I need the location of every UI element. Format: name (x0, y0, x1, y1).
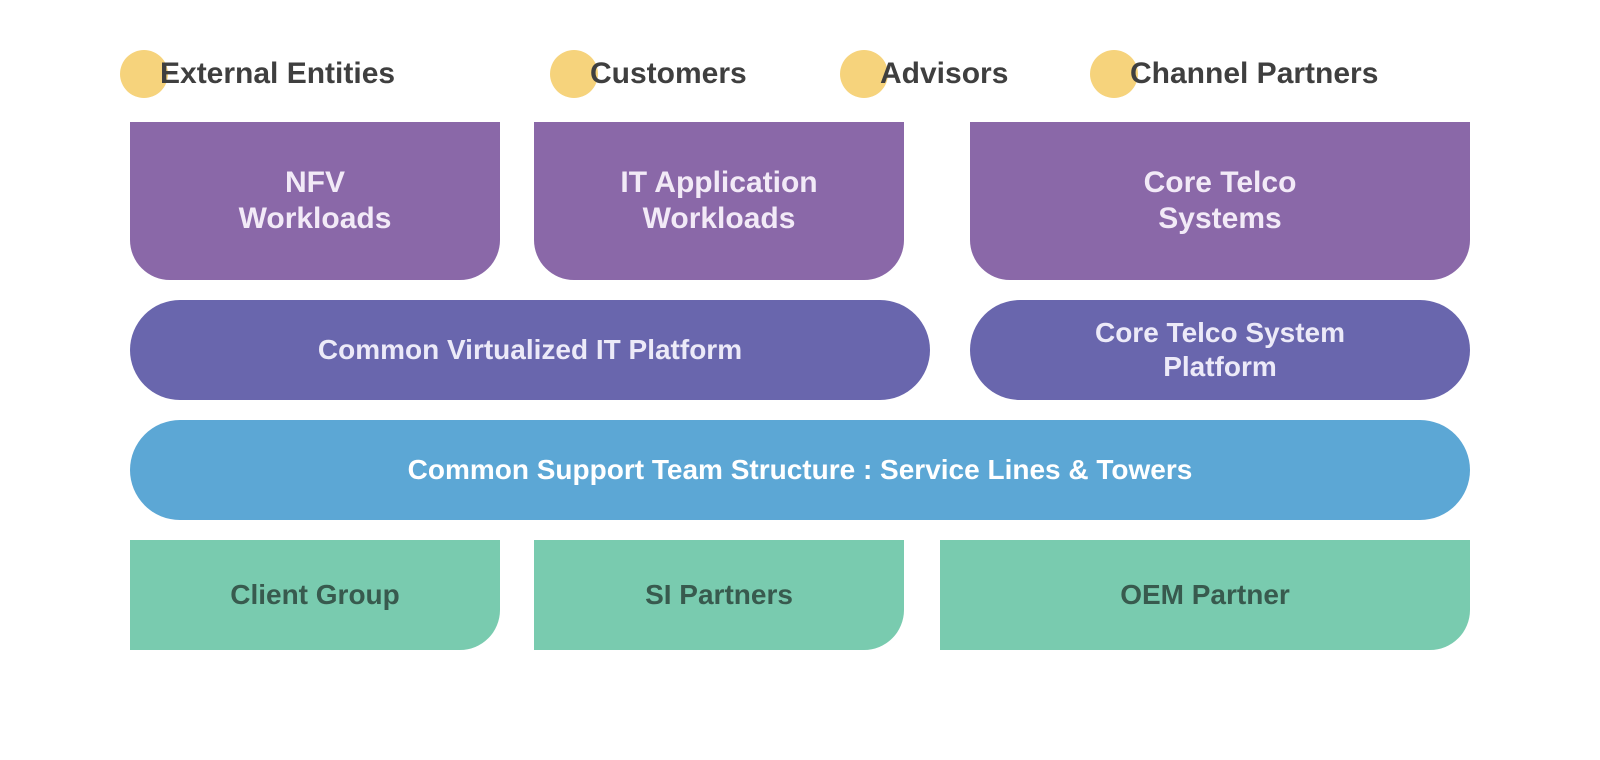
block-oem-partner: OEM Partner (940, 540, 1470, 650)
header-advisors: Advisors (840, 50, 1008, 98)
header-channel-partners: Channel Partners (1090, 50, 1378, 98)
block-common-virtualized-platform: Common Virtualized IT Platform (130, 300, 930, 400)
block-core-telco-platform: Core Telco SystemPlatform (970, 300, 1470, 400)
header-label: Channel Partners (1130, 57, 1378, 91)
architecture-diagram: External Entities Customers Advisors Cha… (0, 0, 1600, 760)
block-common-support: Common Support Team Structure : Service … (130, 420, 1470, 520)
header-external-entities: External Entities (120, 50, 395, 98)
block-client-group: Client Group (130, 540, 500, 650)
header-label: Customers (590, 57, 747, 91)
header-label: Advisors (880, 57, 1008, 91)
block-label: SI Partners (645, 578, 793, 612)
block-label: Common Support Team Structure : Service … (408, 453, 1193, 487)
block-nfv-workloads: NFVWorkloads (130, 122, 500, 280)
block-label: Common Virtualized IT Platform (318, 333, 742, 367)
block-label: Core Telco SystemPlatform (1095, 316, 1345, 383)
block-core-telco-systems: Core TelcoSystems (970, 122, 1470, 280)
block-it-app-workloads: IT ApplicationWorkloads (534, 122, 904, 280)
block-label: NFVWorkloads (239, 165, 392, 237)
block-label: Core TelcoSystems (1144, 165, 1297, 237)
block-label: OEM Partner (1120, 578, 1290, 612)
block-si-partners: SI Partners (534, 540, 904, 650)
header-customers: Customers (550, 50, 747, 98)
header-label: External Entities (160, 57, 395, 91)
block-label: Client Group (230, 578, 400, 612)
block-label: IT ApplicationWorkloads (620, 165, 817, 237)
